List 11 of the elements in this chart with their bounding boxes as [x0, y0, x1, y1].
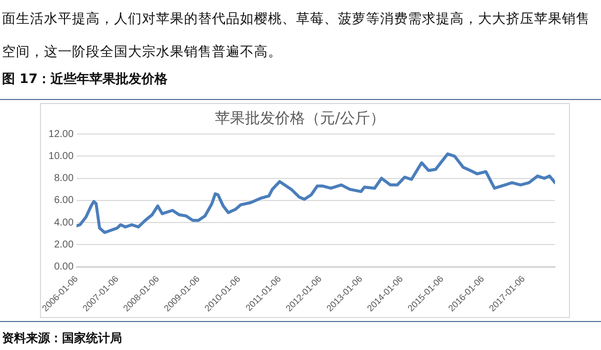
y-tick-label: 2.00	[54, 239, 74, 250]
y-tick-label: 12.00	[48, 128, 74, 140]
text: 面生活水平提高，人们对苹果的替代品如樱桃、草莓、菠萝等消费需求提高，大大挤压苹果销售空间，这一阶段全国大宗水果销售普遍不高。	[2, 11, 590, 60]
chart-title: 苹果批发价格（元/公斤）	[214, 108, 386, 127]
y-tick-label: 0.00	[54, 262, 74, 273]
y-tick-label: 10.00	[48, 150, 74, 162]
y-tick-label: 4.00	[54, 217, 74, 228]
y-tick-label: 6.00	[54, 195, 74, 206]
text: 资料来源：国家统计局	[2, 330, 122, 347]
y-tick-label: 8.00	[54, 173, 74, 184]
caption: 图 17：近些年苹果批发价格	[2, 71, 168, 88]
